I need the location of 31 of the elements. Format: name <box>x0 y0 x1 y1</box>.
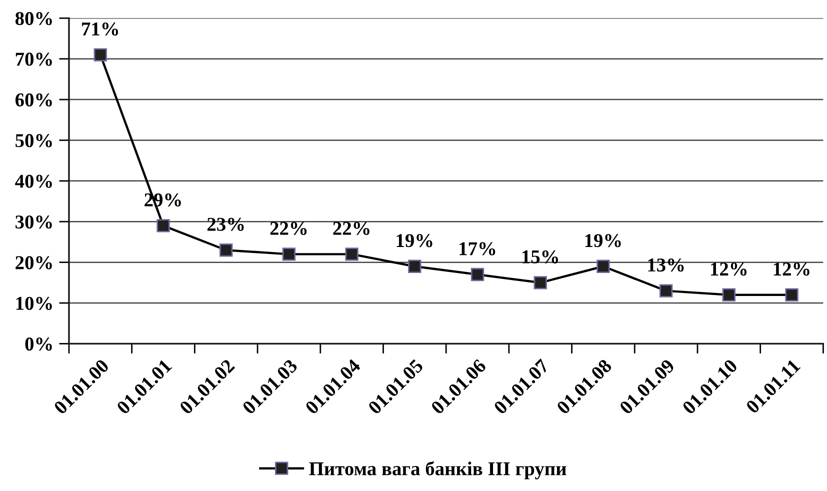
point <box>156 219 170 232</box>
y-tick-label: 70% <box>16 52 52 66</box>
y-tick-label: 20% <box>16 256 52 270</box>
data-label: 19% <box>585 234 621 248</box>
point <box>596 260 610 273</box>
point <box>470 268 484 282</box>
y-tick-label: 80% <box>15 12 52 26</box>
data-label: 12% <box>774 262 810 276</box>
point <box>220 244 233 257</box>
point <box>345 248 358 261</box>
data-label: 71% <box>82 22 118 36</box>
point <box>722 288 736 302</box>
point <box>94 48 107 62</box>
point <box>659 284 673 298</box>
legend-label: Питома вага банків ІІІ групи <box>309 461 566 480</box>
data-label: 22% <box>270 222 307 236</box>
data-label: 12% <box>711 262 747 276</box>
y-tick-label: 30% <box>16 215 52 229</box>
data-label: 19% <box>396 234 432 248</box>
point <box>785 288 798 302</box>
data-label: 22% <box>333 222 370 236</box>
point <box>408 260 422 273</box>
point <box>534 276 547 290</box>
y-tick-label: 0% <box>25 338 52 351</box>
point <box>282 248 296 261</box>
y-tick-label: 40% <box>15 174 52 188</box>
y-tick-label: 10% <box>16 296 52 310</box>
data-label: 17% <box>460 242 496 256</box>
y-tick-label: 60% <box>15 93 52 107</box>
data-label: 15% <box>522 250 558 264</box>
y-tick-label: 50% <box>16 134 52 148</box>
